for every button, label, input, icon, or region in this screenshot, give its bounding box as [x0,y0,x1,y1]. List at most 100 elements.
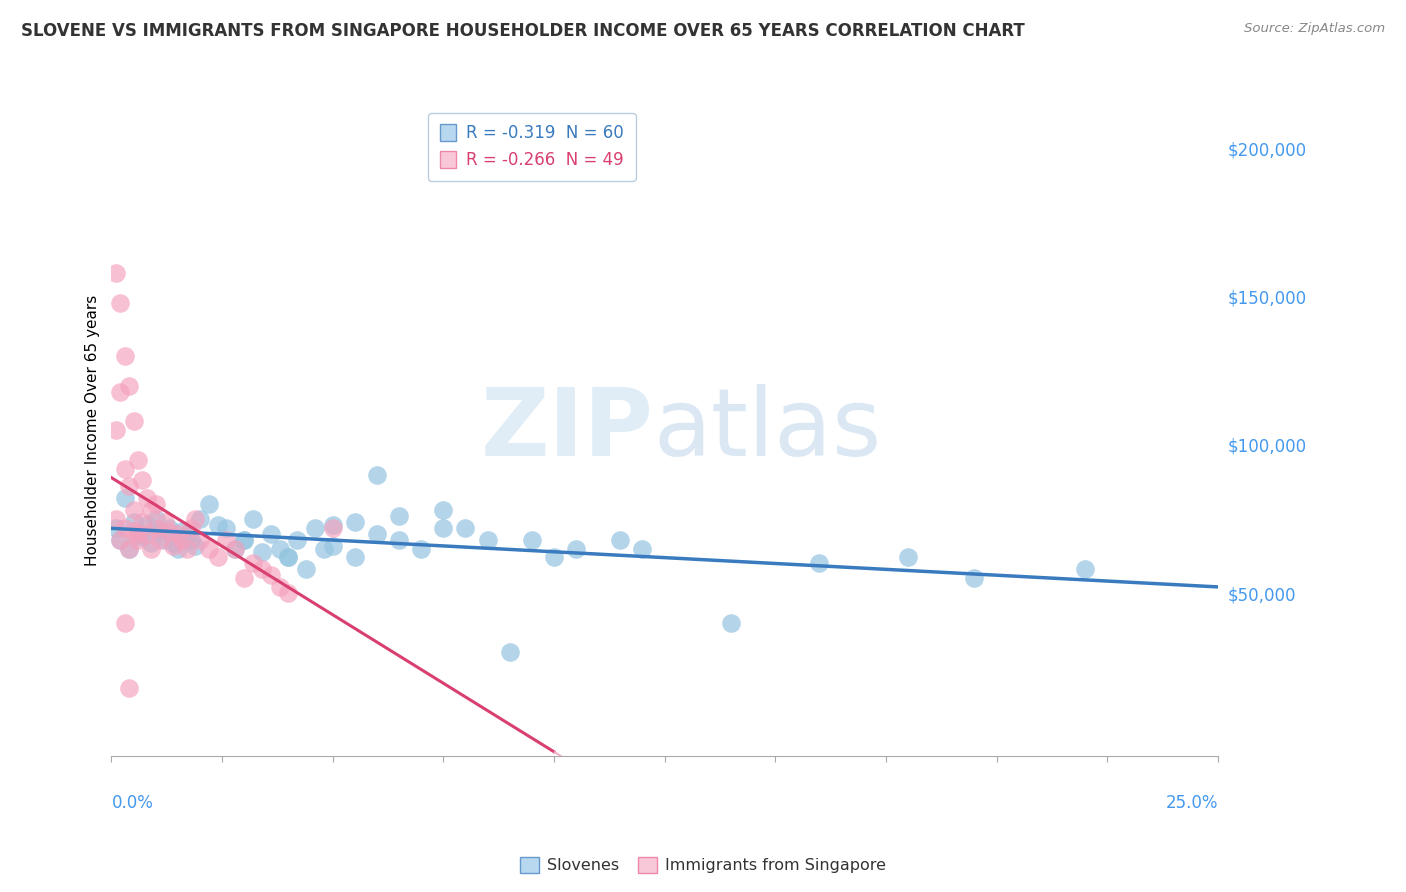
Point [277,550,299,565]
Point [145,512,167,526]
Point [432,503,454,517]
Point [322,539,344,553]
Point [197,541,219,556]
Point [215,533,238,547]
Point [269,541,291,556]
Point [149,533,172,547]
Point [118,378,141,392]
Text: atlas: atlas [654,384,882,476]
Point [114,461,136,475]
Point [118,479,141,493]
Point [122,503,145,517]
Point [322,517,344,532]
Legend: R = -0.319  N = 60, R = -0.266  N = 49: R = -0.319 N = 60, R = -0.266 N = 49 [427,112,636,180]
Point [157,521,180,535]
Point [131,530,153,544]
Point [543,550,565,565]
Point [127,533,149,547]
Point [295,562,318,576]
Point [127,452,149,467]
Point [149,524,172,538]
Point [153,515,176,529]
Point [250,562,273,576]
Point [233,533,256,547]
Point [180,533,202,547]
Point [343,515,366,529]
Point [153,533,176,547]
Point [1074,562,1097,576]
Point [145,521,167,535]
Point [127,526,149,541]
Point [366,467,388,482]
Point [135,491,157,506]
Point [104,521,127,535]
Text: 25.0%: 25.0% [1166,795,1218,813]
Point [122,414,145,428]
Point [172,533,194,547]
Point [184,539,207,553]
Point [366,526,388,541]
Point [141,541,163,556]
Point [432,521,454,535]
Point [114,615,136,630]
Point [135,526,157,541]
Point [897,550,920,565]
Text: SLOVENE VS IMMIGRANTS FROM SINGAPORE HOUSEHOLDER INCOME OVER 65 YEARS CORRELATIO: SLOVENE VS IMMIGRANTS FROM SINGAPORE HOU… [21,22,1025,40]
Text: Source: ZipAtlas.com: Source: ZipAtlas.com [1244,22,1385,36]
Point [224,541,246,556]
Point [260,568,283,582]
Point [104,266,127,280]
Point [127,526,149,541]
Point [104,423,127,437]
Point [104,512,127,526]
Point [110,533,132,547]
Point [188,512,211,526]
Point [322,521,344,535]
Point [454,521,477,535]
Legend: Slovenes, Immigrants from Singapore: Slovenes, Immigrants from Singapore [513,850,893,880]
Point [122,524,145,538]
Point [118,681,141,695]
Point [343,550,366,565]
Point [808,557,831,571]
Point [114,349,136,363]
Point [176,526,198,541]
Point [312,541,335,556]
Point [207,517,229,532]
Point [141,503,163,517]
Point [180,521,202,535]
Point [157,524,180,538]
Point [233,571,256,585]
Point [131,515,153,529]
Point [141,535,163,549]
Point [477,533,499,547]
Point [388,508,411,523]
Point [118,541,141,556]
Point [162,539,184,553]
Point [565,541,588,556]
Point [277,586,299,600]
Point [176,541,198,556]
Point [145,497,167,511]
Point [110,295,132,310]
Point [162,535,184,549]
Point [114,521,136,535]
Point [250,544,273,558]
Point [110,384,132,399]
Text: ZIP: ZIP [481,384,654,476]
Point [207,550,229,565]
Point [118,541,141,556]
Point [122,515,145,529]
Point [114,491,136,506]
Point [388,533,411,547]
Point [135,517,157,532]
Point [720,615,742,630]
Point [631,541,654,556]
Point [609,533,631,547]
Point [197,497,219,511]
Point [411,541,433,556]
Point [184,512,207,526]
Point [269,580,291,594]
Point [166,541,188,556]
Point [224,541,246,556]
